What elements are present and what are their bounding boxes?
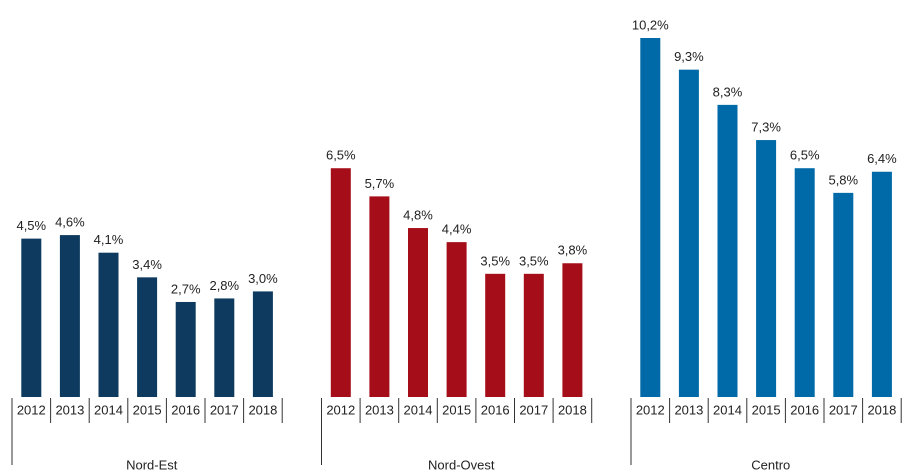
value-label: 2,8% [209,278,239,293]
value-label: 9,3% [674,49,704,64]
value-label: 5,8% [828,172,858,187]
value-label: 3,5% [480,253,510,268]
group-label: Nord-Est [126,457,178,472]
x-tick-label: 2012 [636,402,665,417]
x-tick-label: 2017 [210,402,239,417]
bar [717,104,738,397]
value-label: 4,4% [442,222,472,237]
value-label: 4,8% [403,207,433,222]
bar [59,235,80,397]
x-tick-label: 2014 [94,402,123,417]
x-tick-label: 2014 [713,402,742,417]
value-label: 7,3% [751,120,781,135]
value-label: 4,6% [55,215,85,230]
x-tick-label: 2018 [558,402,587,417]
bar [330,168,351,397]
bar [137,277,158,397]
value-label: 4,5% [16,218,46,233]
x-tick-label: 2015 [133,402,162,417]
group-label: Nord-Ovest [428,457,495,472]
bar [485,273,506,397]
x-tick-label: 2014 [404,402,433,417]
value-label: 4,1% [94,232,124,247]
bar [408,228,428,397]
x-tick-label: 2013 [55,402,84,417]
bar [523,273,544,397]
x-tick-label: 2013 [674,402,703,417]
value-label: 3,4% [132,257,162,272]
x-tick-label: 2012 [326,402,355,417]
value-label: 3,8% [558,243,588,258]
x-tick-label: 2018 [867,402,896,417]
bar [21,238,42,397]
x-tick-label: 2018 [248,402,277,417]
bar [252,291,273,397]
bar [98,252,119,397]
value-label: 3,0% [248,271,278,286]
x-tick-label: 2017 [519,402,548,417]
value-label: 8,3% [713,84,743,99]
x-tick-label: 2016 [171,402,200,417]
value-label: 3,5% [519,253,549,268]
bar [214,298,235,397]
x-tick-label: 2015 [442,402,471,417]
x-tick-label: 2016 [481,402,510,417]
value-label: 6,5% [790,148,820,163]
bar [446,242,467,397]
value-label: 2,7% [171,281,201,296]
group-label: Centro [751,457,790,472]
bar [640,38,661,397]
bar [833,192,854,397]
x-tick-label: 2016 [790,402,819,417]
bar [756,140,777,397]
x-tick-label: 2012 [17,402,46,417]
value-label: 6,5% [326,148,356,163]
x-tick-label: 2015 [752,402,781,417]
value-label: 6,4% [867,151,897,166]
bar [175,301,196,397]
bar [794,168,815,397]
value-label: 10,2% [632,17,669,32]
x-tick-label: 2013 [365,402,394,417]
bar [369,196,390,397]
x-tick-label: 2017 [829,402,858,417]
bar [678,69,699,398]
bar [871,171,892,397]
value-label: 5,7% [365,176,395,191]
bar [562,263,583,397]
